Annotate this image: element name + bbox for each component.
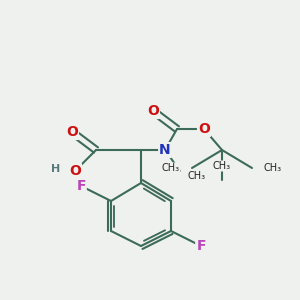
Text: H: H [51,164,60,175]
Text: O: O [147,104,159,118]
Text: N: N [159,143,171,157]
Text: O: O [69,164,81,178]
Text: O: O [198,122,210,136]
Text: CH₃: CH₃ [188,171,206,182]
Text: CH₃: CH₃ [264,163,282,173]
Text: CH₃: CH₃ [213,161,231,171]
Text: F: F [196,239,206,253]
Text: F: F [76,179,86,193]
Text: CH₃: CH₃ [162,163,180,173]
Text: O: O [66,125,78,139]
